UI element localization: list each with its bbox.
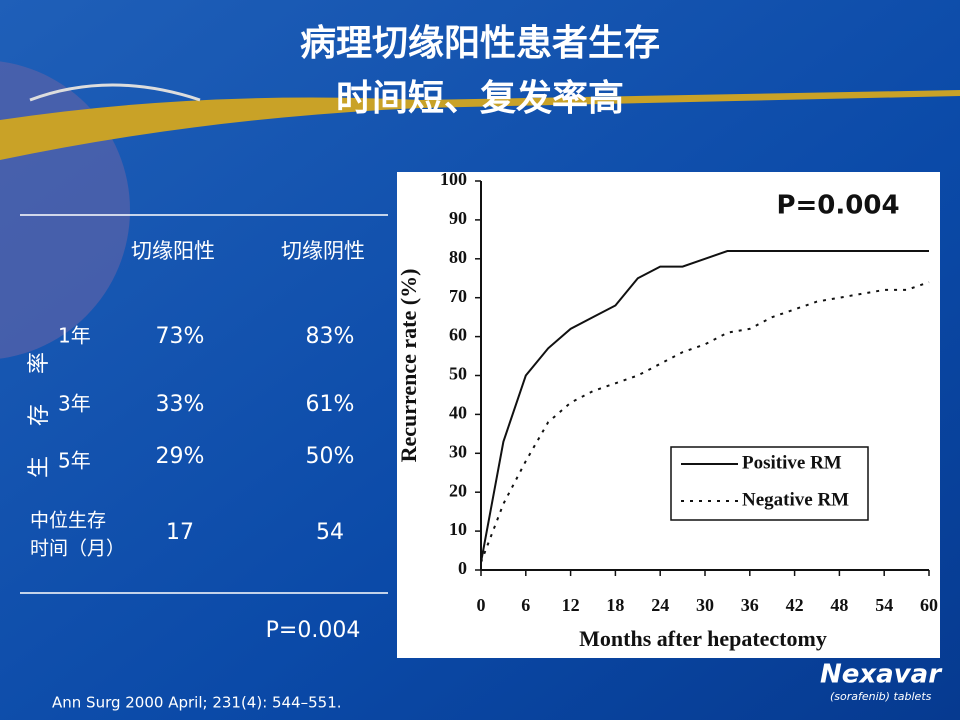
row-label: 3年 <box>58 392 91 416</box>
y-tick-label: 40 <box>449 403 467 423</box>
series-line <box>480 250 929 563</box>
cell: 54 <box>316 520 344 545</box>
x-axis-label: Months after hepatectomy <box>579 626 827 651</box>
x-tick-label: 60 <box>920 595 938 615</box>
y-tick-label: 80 <box>449 247 467 267</box>
p-value: P=0.004 <box>266 618 361 643</box>
x-tick-label: 48 <box>830 595 848 615</box>
title: 病理切缘阳性患者生存 <box>300 23 660 64</box>
citation: Ann Surg 2000 April; 231(4): 544–551. <box>52 694 342 712</box>
cell: 83% <box>306 324 355 349</box>
y-tick-label: 100 <box>440 169 467 189</box>
y-tick-label: 30 <box>449 441 467 461</box>
x-tick-label: 0 <box>477 595 486 615</box>
cell: 33% <box>156 392 205 417</box>
gold-band <box>0 90 960 160</box>
x-tick-label: 30 <box>696 595 714 615</box>
row-label: 时间（月） <box>30 538 125 560</box>
x-tick-label: 18 <box>606 595 624 615</box>
column-header: 切缘阴性 <box>281 239 365 263</box>
row-label: 1年 <box>58 324 91 348</box>
side-label: 生存率 <box>27 322 52 478</box>
x-tick-label: 36 <box>741 595 759 615</box>
cell: 73% <box>156 324 205 349</box>
y-tick-label: 50 <box>449 364 467 384</box>
y-tick-label: 60 <box>449 325 467 345</box>
column-header: 切缘阳性 <box>131 239 215 263</box>
y-axis-label: Recurrence rate (%) <box>396 269 421 463</box>
bridge <box>29 83 201 102</box>
cell: 50% <box>306 444 355 469</box>
cell: 17 <box>166 520 194 545</box>
chart: 0 10 20 30 40 50 60 70 80 90 100 0 6 12 18 24 30 36 42 48 54… <box>396 169 938 651</box>
legend-label: Positive RM <box>742 452 842 473</box>
legend-label: Negative RM <box>742 489 849 510</box>
title: 时间短、复发率高 <box>336 78 624 119</box>
x-tick-label: 12 <box>562 595 580 615</box>
x-tick-label: 54 <box>875 595 893 615</box>
annotation: P=0.004 <box>776 191 899 221</box>
cell: 29% <box>156 444 205 469</box>
row-label: 中位生存 <box>30 510 106 532</box>
y-tick-label: 20 <box>449 480 467 500</box>
y-tick-label: 70 <box>449 286 467 306</box>
logo: Nexavar <box>820 660 943 690</box>
x-tick-label: 24 <box>651 595 669 615</box>
legend-box <box>670 446 869 521</box>
logo-subtitle: (sorafenib) tablets <box>830 690 932 703</box>
x-tick-label: 42 <box>786 595 804 615</box>
x-tick-label: 6 <box>521 595 530 615</box>
chart-panel <box>397 172 940 658</box>
y-tick-label: 0 <box>458 558 467 578</box>
cell: 61% <box>306 392 355 417</box>
y-tick-label: 90 <box>449 208 467 228</box>
row-label: 5年 <box>58 449 91 473</box>
y-tick-label: 10 <box>449 519 467 539</box>
